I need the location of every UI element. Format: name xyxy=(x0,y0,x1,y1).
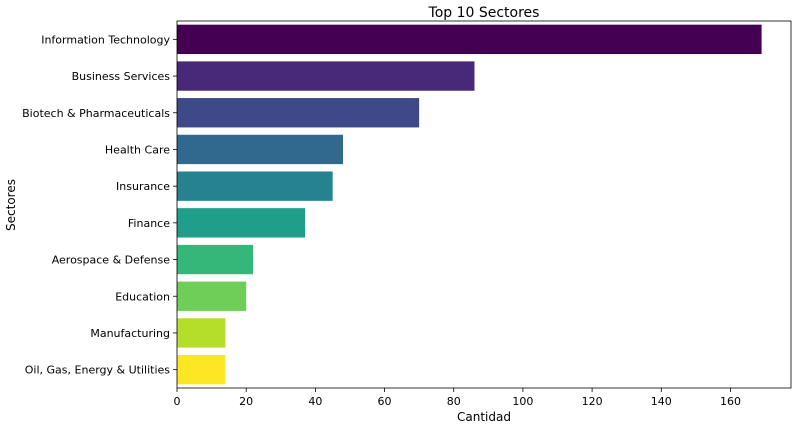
bar-3 xyxy=(177,134,344,165)
bar-1 xyxy=(177,61,475,91)
bar-0 xyxy=(177,24,762,55)
y-tick-label: Health Care xyxy=(105,143,170,156)
bar-6 xyxy=(177,244,254,275)
y-tick-label: Insurance xyxy=(116,180,170,193)
bar-2 xyxy=(177,98,420,128)
x-tick-label: 60 xyxy=(378,395,392,408)
y-tick-label: Biotech & Pharmaceuticals xyxy=(22,107,170,120)
x-tick-label: 140 xyxy=(651,395,672,408)
bar-4 xyxy=(177,171,333,201)
bar-8 xyxy=(177,318,226,348)
x-tick-label: 20 xyxy=(239,395,253,408)
y-tick-label: Education xyxy=(115,290,170,303)
y-tick-label: Finance xyxy=(128,217,170,230)
x-tick-label: 40 xyxy=(308,395,322,408)
x-axis-ticks: 0 20 40 60 80 100 120 140 160 xyxy=(174,388,741,408)
x-tick-label: 0 xyxy=(174,395,181,408)
x-tick-label: 120 xyxy=(582,395,603,408)
bar-5 xyxy=(177,208,305,238)
bar-7 xyxy=(177,281,247,311)
x-tick-label: 80 xyxy=(447,395,461,408)
y-tick-label: Business Services xyxy=(72,70,171,83)
x-tick-label: 160 xyxy=(720,395,741,408)
chart-title: Top 10 Sectores xyxy=(428,5,540,21)
y-tick-label: Information Technology xyxy=(41,33,170,46)
y-tick-label: Manufacturing xyxy=(90,327,170,340)
plot-frame xyxy=(176,20,792,389)
y-tick-label: Aerospace & Defense xyxy=(52,254,171,267)
y-tick-label: Oil, Gas, Energy & Utilities xyxy=(25,364,171,377)
x-axis-label: Cantidad xyxy=(457,410,511,424)
x-tick-label: 100 xyxy=(512,395,533,408)
bar-9 xyxy=(177,354,226,385)
y-axis-ticks: Information Technology Business Services B… xyxy=(22,33,177,377)
y-axis-label: Sectores xyxy=(4,179,18,231)
bars-group xyxy=(177,24,762,385)
